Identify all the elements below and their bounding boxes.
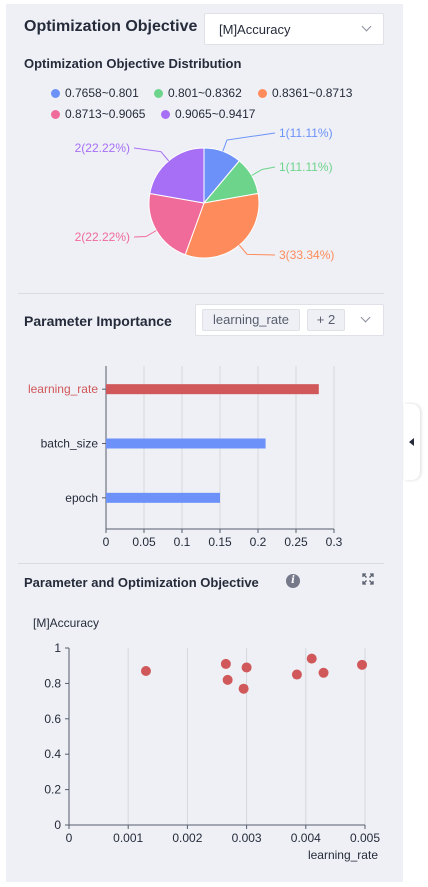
- parameter-more-tag[interactable]: + 2: [307, 309, 345, 331]
- panel-collapse-tab[interactable]: [404, 404, 420, 480]
- distribution-title: Optimization Objective Distribution: [24, 56, 242, 71]
- x-tick-label: 0.2: [250, 535, 267, 549]
- expand-icon[interactable]: [362, 573, 374, 585]
- x-axis-label: learning_rate: [308, 848, 378, 862]
- caret-left-icon: [409, 438, 414, 446]
- scatter-chart: [M]Accuracy 0 0.001 0.002 0.003 0.004 0.005 0 0.…: [33, 616, 380, 862]
- legend-dot: [258, 89, 267, 98]
- legend-label: 0.8361~0.8713: [272, 86, 353, 100]
- chevron-down-icon: [360, 312, 371, 323]
- importance-bar-chart: 0 0.05 0.1 0.15 0.2 0.25 0.3 learning_ratebatch…: [28, 366, 343, 549]
- objective-select[interactable]: [M]Accuracy: [204, 13, 384, 45]
- x-tick-label: 0.25: [284, 535, 308, 549]
- pie-slice[interactable]: [149, 147, 205, 204]
- legend-item[interactable]: 0.801~0.8362: [154, 86, 242, 100]
- y-tick-label: 0.2: [44, 783, 61, 797]
- y-axis-label: [M]Accuracy: [33, 616, 99, 630]
- objective-title: Optimization Objective: [24, 18, 198, 35]
- scatter-point[interactable]: [140, 666, 151, 677]
- bar[interactable]: [106, 492, 220, 503]
- objective-select-value: [M]Accuracy: [219, 22, 291, 37]
- divider: [18, 563, 384, 564]
- parameter-select[interactable]: learning_rate + 2: [195, 304, 384, 336]
- pie-slice[interactable]: [148, 192, 205, 256]
- pie-label-line: [133, 230, 157, 238]
- pie-label-line: [133, 147, 170, 162]
- pie-slice-label: 1(11.11%): [279, 160, 333, 174]
- bar[interactable]: [106, 384, 319, 395]
- pie-chart: 1(11.11%) 1(11.11%) 3(33.34%) 2(22.22%) 2(22…: [75, 126, 335, 262]
- y-tick-label[interactable]: batch_size: [41, 437, 99, 451]
- pie-slice-label: 3(33.34%): [279, 248, 334, 262]
- pie-label-line: [238, 244, 276, 256]
- x-tick-label: 0.15: [208, 535, 232, 549]
- scatter-point[interactable]: [291, 669, 302, 680]
- scatter-point[interactable]: [238, 683, 249, 694]
- scatter-point[interactable]: [220, 658, 231, 669]
- legend-dot: [161, 110, 170, 119]
- legend-item[interactable]: 0.7658~0.801: [51, 86, 139, 100]
- x-tick-label: 0.002: [172, 831, 202, 845]
- y-tick-label: 0.8: [44, 676, 61, 690]
- legend-dot: [51, 89, 60, 98]
- divider: [18, 293, 384, 294]
- legend-item[interactable]: 0.9065~0.9417: [161, 107, 255, 121]
- legend-label: 0.9065~0.9417: [175, 107, 256, 121]
- parameter-tag[interactable]: learning_rate: [202, 309, 300, 331]
- x-tick-label: 0: [66, 831, 73, 845]
- y-tick-label: 0.4: [44, 747, 61, 761]
- legend-item[interactable]: 0.8361~0.8713: [258, 86, 352, 100]
- scatter-title: Parameter and Optimization Objective: [24, 575, 259, 590]
- x-tick-label: 0.3: [326, 535, 343, 549]
- legend-dot: [154, 89, 163, 98]
- x-tick-label: 0.003: [232, 831, 262, 845]
- y-tick-label: 0: [54, 818, 61, 832]
- pie-slice-label: 2(22.22%): [75, 230, 130, 244]
- scatter-point[interactable]: [357, 659, 368, 670]
- scatter-point[interactable]: [222, 674, 233, 685]
- scatter-point[interactable]: [306, 653, 317, 664]
- importance-title: Parameter Importance: [24, 313, 172, 329]
- pie-slice-label: 1(11.11%): [279, 126, 333, 140]
- legend-item[interactable]: 0.8713~0.9065: [51, 107, 145, 121]
- bar[interactable]: [106, 438, 266, 449]
- legend-label: 0.7658~0.801: [65, 86, 139, 100]
- info-icon[interactable]: i: [286, 574, 300, 588]
- y-tick-label: 0.6: [44, 712, 61, 726]
- x-tick-label: 0.001: [113, 831, 143, 845]
- y-tick-label[interactable]: epoch: [65, 491, 98, 505]
- x-tick-label: 0: [103, 535, 110, 549]
- y-tick-label[interactable]: learning_rate: [28, 382, 98, 396]
- x-tick-label: 0.1: [174, 535, 191, 549]
- legend-dot: [51, 110, 60, 119]
- scatter-point[interactable]: [241, 662, 252, 673]
- legend-label: 0.8713~0.9065: [65, 107, 146, 121]
- pie-label-line: [222, 132, 276, 152]
- scatter-point[interactable]: [318, 667, 329, 678]
- y-tick-label: 1: [54, 641, 61, 655]
- pie-slice[interactable]: [184, 192, 260, 259]
- x-tick-label: 0.004: [291, 831, 321, 845]
- pie-label-line: [251, 166, 276, 176]
- x-tick-label: 0.05: [132, 535, 156, 549]
- legend-label: 0.801~0.8362: [168, 86, 242, 100]
- x-tick-label: 0.005: [350, 831, 380, 845]
- pie-slice-label: 2(22.22%): [75, 141, 130, 155]
